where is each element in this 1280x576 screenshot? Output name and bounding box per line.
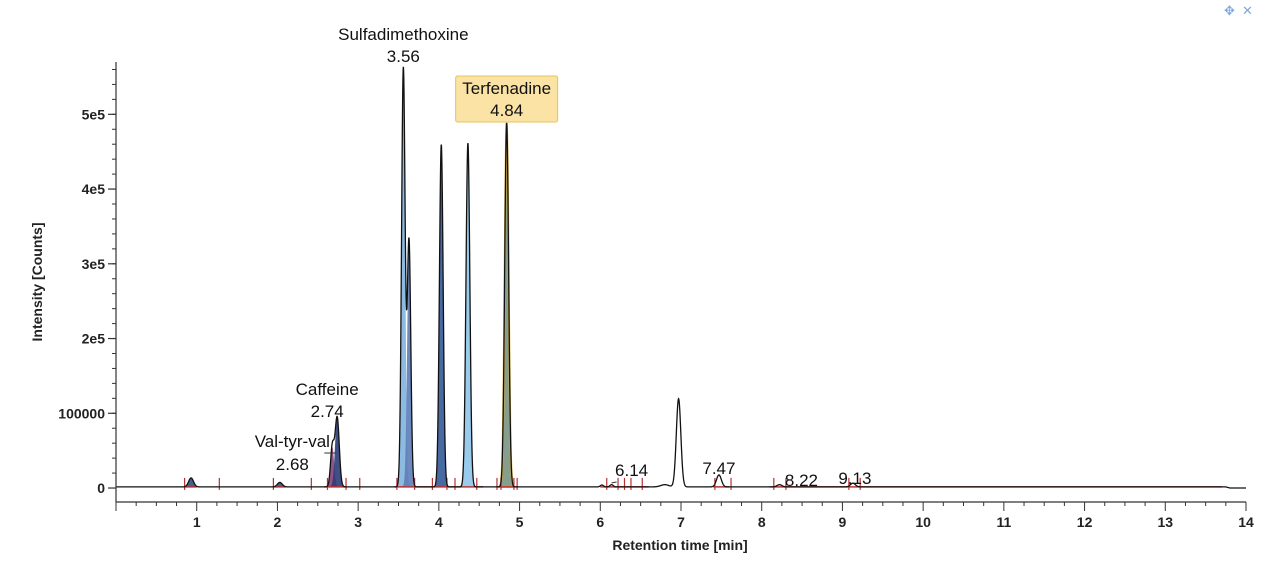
highlighted-peak-area xyxy=(498,122,515,488)
peak-area xyxy=(329,417,345,487)
peak-area xyxy=(434,144,448,487)
peak-rt-label: 7.47 xyxy=(702,459,735,478)
peak-rt-label: 2.68 xyxy=(276,455,309,474)
x-tick-label: 4 xyxy=(435,514,443,530)
peak-area xyxy=(271,482,289,487)
y-tick-label: 5e5 xyxy=(82,106,106,122)
x-axis-title: Retention time [min] xyxy=(612,537,747,553)
x-tick-label: 8 xyxy=(758,514,766,530)
x-tick-label: 9 xyxy=(839,514,847,530)
plot-area xyxy=(116,66,1246,490)
highlight-label-box xyxy=(455,75,559,123)
peak-labels: Sulfadimethoxine 3.56 Terfenadine 4.84 Caffe… xyxy=(255,25,872,490)
peak-name-label: Val-tyr-val xyxy=(255,432,330,451)
x-tick-label: 3 xyxy=(354,514,362,530)
label-leader-line xyxy=(611,481,617,484)
x-tick-label: 14 xyxy=(1238,514,1254,530)
peak-area xyxy=(326,447,339,487)
peak-rt-label: 4.84 xyxy=(490,101,523,120)
peak-name-label: Caffeine xyxy=(296,380,359,399)
y-tick-label: 4e5 xyxy=(82,181,106,197)
peak-rt-label: 2.74 xyxy=(311,402,344,421)
peak-rt-label: 8.22 xyxy=(785,471,818,490)
peak-area xyxy=(402,240,416,487)
y-tick-label: 2e5 xyxy=(82,331,106,347)
y-tick-label: 0 xyxy=(97,480,105,496)
x-tick-label: 11 xyxy=(996,514,1011,530)
chromatogram-trace xyxy=(116,66,1246,489)
peak-rt-label: 9.13 xyxy=(838,469,871,488)
x-tick-label: 13 xyxy=(1157,514,1173,530)
peak-area xyxy=(461,143,475,487)
peak-rt-label: 6.14 xyxy=(615,461,648,480)
x-tick-label: 6 xyxy=(596,514,604,530)
y-tick-label: 100000 xyxy=(58,405,105,421)
x-tick-label: 12 xyxy=(1077,514,1093,530)
x-tick-label: 2 xyxy=(274,514,282,530)
peak-name-label: Sulfadimethoxine xyxy=(338,25,468,44)
peak-area xyxy=(182,477,200,487)
pin-icon[interactable]: ✥ xyxy=(1224,4,1235,19)
peak-rt-label: 3.56 xyxy=(387,47,420,66)
x-tick-label: 5 xyxy=(516,514,524,530)
peak-name-label: Terfenadine xyxy=(462,79,551,98)
x-tick-label: 7 xyxy=(677,514,685,530)
peak-area xyxy=(397,68,410,487)
x-tick-label: 1 xyxy=(193,514,201,530)
close-icon[interactable]: ✕ xyxy=(1242,4,1253,19)
x-tick-label: 10 xyxy=(915,514,931,530)
y-axis-title: Intensity [Counts] xyxy=(29,223,45,342)
y-tick-label: 3e5 xyxy=(82,256,106,272)
